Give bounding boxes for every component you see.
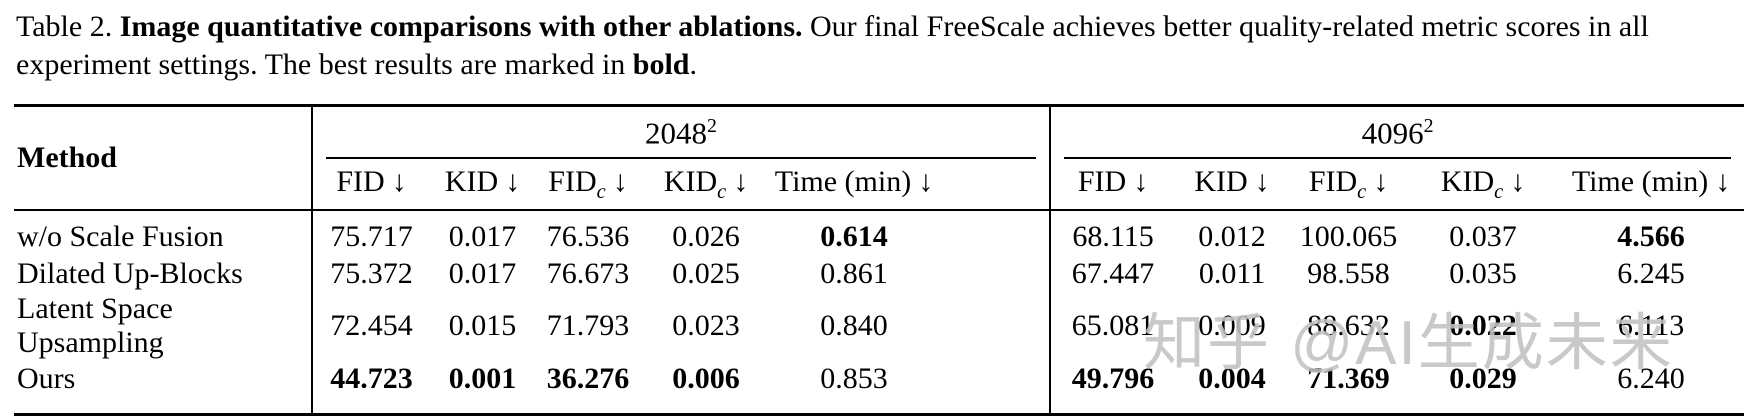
metric-subscript: c	[1494, 180, 1504, 203]
metric-name: KID	[663, 164, 718, 198]
method-cell: Ours	[17, 361, 76, 395]
metric-value: 36.276	[546, 361, 630, 395]
method-header: Method	[14, 105, 312, 212]
metric-value: 0.025	[672, 256, 740, 290]
group-label: 4096	[1361, 115, 1424, 151]
metric-header-kidc: KIDc ↓	[1408, 159, 1559, 212]
group-header-row: Method 20482 40962	[14, 105, 1745, 212]
metric-header-kid: KID ↓	[1175, 159, 1290, 212]
metric-header-time: Time (min) ↓	[771, 159, 1051, 212]
metric-value: 0.009	[1198, 309, 1266, 343]
down-arrow-icon: ↓	[612, 164, 628, 198]
metric-name: FID	[548, 164, 597, 198]
method-cell: Latent Space Upsampling	[17, 292, 173, 360]
paper-page: Table 2. Image quantitative comparisons …	[0, 8, 1758, 416]
metric-value: 0.614	[820, 219, 888, 253]
metric-value: 76.673	[546, 256, 630, 290]
group-label: 2048	[645, 115, 708, 151]
metric-value: 72.454	[311, 292, 430, 361]
metric-subscript: c	[717, 180, 727, 203]
down-arrow-icon: ↓	[391, 164, 407, 198]
method-cell: Dilated Up-Blocks	[17, 256, 243, 290]
metric-name: FID	[336, 164, 385, 198]
metric-value: 0.023	[672, 309, 740, 343]
metric-value: 98.558	[1307, 256, 1390, 290]
metric-value: 0.035	[1449, 256, 1517, 290]
metric-header-fid: FID ↓	[1049, 159, 1176, 212]
down-arrow-icon: ↓	[1254, 164, 1270, 198]
table-row: w/o Scale Fusion 75.717 0.017 76.536 0.0…	[14, 210, 1744, 256]
metric-subscript: c	[1357, 180, 1367, 203]
metric-subscript: c	[596, 180, 606, 203]
metric-value: 0.015	[448, 309, 517, 343]
group-header-2048: 20482	[310, 105, 1051, 160]
caption-bold-word: bold	[632, 48, 690, 82]
metric-name: KID	[1440, 164, 1495, 198]
metric-header-fid: FID ↓	[311, 159, 430, 212]
metric-value: 0.017	[448, 256, 517, 290]
metric-value: 67.447	[1049, 255, 1176, 293]
metric-name: Time (min)	[1571, 164, 1709, 198]
metric-value: 0.006	[672, 361, 740, 395]
metric-value: 68.115	[1049, 210, 1176, 256]
metric-value: 0.012	[1198, 219, 1266, 253]
metric-value: 6.113	[1617, 309, 1685, 343]
metric-value: 0.004	[1198, 361, 1266, 395]
metric-value: 71.369	[1307, 361, 1390, 395]
caption-suffix: .	[689, 48, 698, 82]
group-header-4096: 40962	[1049, 105, 1745, 160]
metric-name: FID	[1308, 164, 1358, 198]
group-exponent: 2	[707, 115, 717, 138]
metric-value: 71.793	[546, 309, 630, 343]
table-caption: Table 2. Image quantitative comparisons …	[16, 8, 1742, 84]
metric-value: 100.065	[1299, 219, 1398, 253]
down-arrow-icon: ↓	[1715, 164, 1731, 198]
metric-value: 75.372	[311, 255, 430, 293]
table-row: Latent Space Upsampling 72.454 0.015 71.…	[14, 292, 1744, 361]
metric-value: 0.022	[1449, 309, 1517, 343]
metric-header-kid: KID ↓	[430, 159, 535, 212]
metric-value: 0.026	[672, 219, 740, 253]
metric-value: 0.001	[448, 361, 517, 395]
method-cell: w/o Scale Fusion	[17, 219, 224, 253]
metric-value: 49.796	[1049, 360, 1176, 415]
metric-name: Time (min)	[774, 164, 912, 198]
metric-value: 6.245	[1617, 256, 1685, 290]
table-row: Ours 44.723 0.001 36.276 0.006 0.853 49.…	[14, 360, 1744, 415]
caption-title: Image quantitative comparisons with othe…	[119, 10, 803, 43]
down-arrow-icon: ↓	[918, 164, 934, 198]
metric-name: FID	[1077, 164, 1127, 198]
metric-value: 76.536	[546, 219, 630, 253]
metric-value: 0.017	[448, 219, 517, 253]
metric-name: KID	[444, 164, 499, 198]
ablation-table: Method 20482 40962 FID ↓ KID ↓ FIDc ↓ KIDc ↓…	[14, 104, 1745, 416]
metric-value: 0.011	[1198, 256, 1266, 290]
metric-value: 75.717	[311, 210, 430, 256]
caption-body: Our final FreeScale achieves better qual…	[16, 10, 1649, 82]
down-arrow-icon: ↓	[1133, 164, 1149, 198]
caption-label: Table 2.	[16, 10, 113, 43]
metric-value: 88.632	[1307, 309, 1390, 343]
metric-value: 0.037	[1449, 219, 1517, 253]
metric-value: 65.081	[1049, 292, 1176, 361]
metric-header-fidc: FIDc ↓	[535, 159, 641, 212]
metric-value: 0.861	[820, 256, 888, 290]
table-row: Dilated Up-Blocks 75.372 0.017 76.673 0.…	[14, 255, 1744, 293]
metric-value: 44.723	[311, 360, 430, 415]
down-arrow-icon: ↓	[505, 164, 521, 198]
down-arrow-icon: ↓	[1373, 164, 1389, 198]
metric-name: KID	[1194, 164, 1248, 198]
down-arrow-icon: ↓	[1510, 164, 1526, 198]
metric-header-fidc: FIDc ↓	[1289, 159, 1409, 212]
metric-value: 0.029	[1449, 361, 1517, 395]
metric-header-row: FID ↓ KID ↓ FIDc ↓ KIDc ↓ Time (min) ↓ FID ↓ K…	[14, 159, 1745, 212]
down-arrow-icon: ↓	[733, 164, 749, 198]
metric-header-time: Time (min) ↓	[1558, 159, 1745, 212]
metric-value: 0.840	[820, 309, 888, 343]
metric-value: 6.240	[1617, 361, 1685, 395]
group-exponent: 2	[1423, 115, 1434, 138]
metric-value: 4.566	[1617, 219, 1685, 253]
metric-header-kidc: KIDc ↓	[641, 159, 771, 212]
metric-value: 0.853	[820, 361, 888, 395]
